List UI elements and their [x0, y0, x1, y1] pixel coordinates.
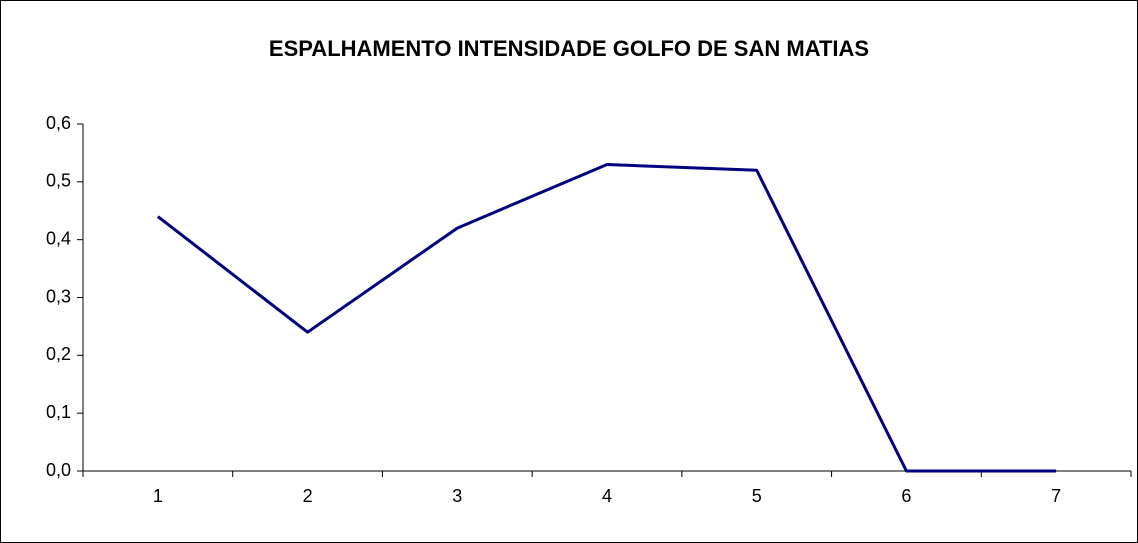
- x-tick-label: 6: [901, 486, 911, 506]
- y-tick-label: 0,2: [46, 344, 71, 364]
- data-line: [156, 162, 1057, 473]
- y-tick-label: 0,1: [46, 402, 71, 422]
- x-tick-label: 5: [752, 486, 762, 506]
- x-tick-label: 4: [602, 486, 612, 506]
- y-tick-label: 0,6: [46, 113, 71, 133]
- x-tick-label: 7: [1051, 486, 1061, 506]
- x-tick-label: 1: [153, 486, 163, 506]
- y-tick-label: 0,3: [46, 286, 71, 306]
- y-tick-label: 0,5: [46, 171, 71, 191]
- chart-title: ESPALHAMENTO INTENSIDADE GOLFO DE SAN MA…: [269, 36, 869, 61]
- y-tick-label: 0,4: [46, 228, 71, 248]
- x-tick-label: 3: [452, 486, 462, 506]
- x-tick-label: 2: [303, 486, 313, 506]
- y-tick-label: 0,0: [46, 460, 71, 480]
